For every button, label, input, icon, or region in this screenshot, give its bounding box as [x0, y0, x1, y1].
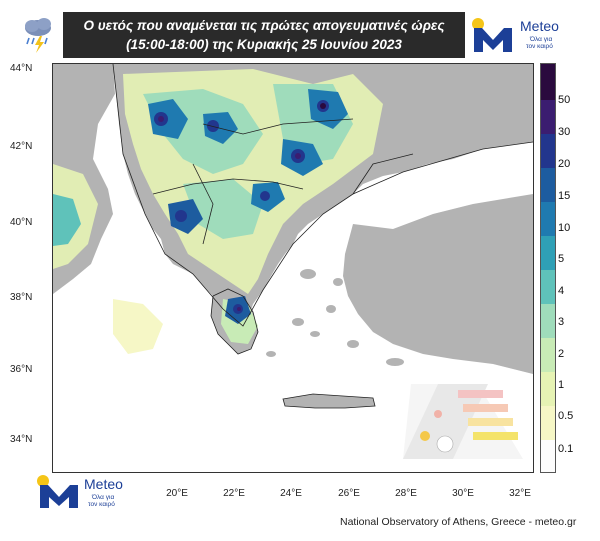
- lon-label-22: 22°E: [223, 488, 245, 499]
- legend-swatch-10: [541, 100, 555, 134]
- brand-name-bottom: Meteo: [84, 476, 123, 492]
- footer-credit: National Observatory of Athens, Greece -…: [340, 516, 577, 528]
- meteo-logo-bottom: Meteo Όλα για τον καιρό: [36, 474, 132, 514]
- map-title-line2: (15:00-18:00) της Κυριακής 25 Ιουνίου 20…: [126, 37, 402, 52]
- lon-label-28: 28°E: [395, 488, 417, 499]
- legend-swatch-6: [541, 236, 555, 270]
- legend-label-5: 5: [558, 253, 565, 265]
- brand-tagline-2: τον καιρό: [526, 43, 553, 50]
- lat-label-44: 44°N: [10, 63, 33, 74]
- lat-label-42: 42°N: [10, 141, 33, 152]
- legend-label-20: 20: [558, 158, 571, 170]
- legend-swatch-3: [541, 338, 555, 372]
- precipitation-legend: [540, 63, 556, 473]
- legend-label-0-5: 0.5: [558, 410, 574, 422]
- map-title-line1: Ο υετός που αναμένεται τις πρώτες απογευ…: [83, 18, 445, 33]
- legend-label-10: 10: [558, 222, 571, 234]
- legend-swatch-9: [541, 134, 555, 168]
- lat-label-34: 34°N: [10, 434, 33, 445]
- map-title: Ο υετός που αναμένεται τις πρώτες απογευ…: [63, 12, 465, 58]
- legend-label-15: 15: [558, 190, 571, 202]
- lon-label-24: 24°E: [280, 488, 302, 499]
- lon-label-20: 20°E: [166, 488, 188, 499]
- legend-swatch-7: [541, 202, 555, 236]
- precipitation-map: [52, 63, 534, 473]
- legend-swatch-1: [541, 406, 555, 440]
- brand-name: Meteo: [520, 18, 559, 34]
- meteo-m-icon: [37, 475, 78, 508]
- legend-label-0-1: 0.1: [558, 443, 574, 455]
- legend-label-50: 50: [558, 94, 571, 106]
- lat-label-40: 40°N: [10, 217, 33, 228]
- lon-label-30: 30°E: [452, 488, 474, 499]
- legend-label-30: 30: [558, 126, 571, 138]
- legend-swatch-5: [541, 270, 555, 304]
- lon-label-26: 26°E: [338, 488, 360, 499]
- legend-swatch-11: [541, 64, 555, 100]
- legend-label-4: 4: [558, 285, 565, 297]
- meteo-logo-top: Meteo Όλα για τον καιρό: [470, 14, 590, 58]
- intensity-infographic: [403, 384, 523, 459]
- lon-label-32: 32°E: [509, 488, 531, 499]
- lat-label-36: 36°N: [10, 364, 33, 375]
- brand-tagline-1-bottom: Όλα για: [92, 494, 115, 501]
- legend-label-3: 3: [558, 316, 565, 328]
- brand-tagline-1: Όλα για: [530, 36, 553, 43]
- meteo-m-icon: [472, 18, 512, 52]
- legend-swatch-2: [541, 372, 555, 406]
- map-svg: [53, 64, 533, 472]
- weather-rain-icon: [20, 13, 58, 55]
- legend-label-2: 2: [558, 348, 565, 360]
- brand-tagline-2-bottom: τον καιρό: [88, 501, 115, 508]
- legend-swatch-0: [541, 440, 555, 472]
- legend-swatch-8: [541, 168, 555, 202]
- legend-label-1: 1: [558, 379, 565, 391]
- legend-swatch-4: [541, 304, 555, 338]
- lat-label-38: 38°N: [10, 292, 33, 303]
